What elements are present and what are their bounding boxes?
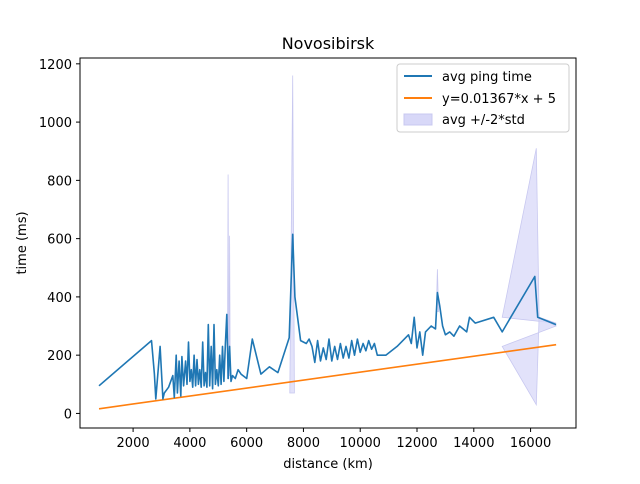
x-tick-label: 10000 [340, 436, 381, 451]
x-tick-label: 14000 [453, 436, 494, 451]
y-tick-label: 400 [47, 291, 72, 306]
avg-ping-time-line [98, 233, 557, 400]
legend: avg ping time y=0.01367*x + 5 avg +/-2*s… [396, 63, 570, 133]
y-tick-label: 1200 [39, 58, 72, 73]
x-tick-label: 8000 [287, 436, 320, 451]
legend-swatch-std-band [403, 113, 433, 126]
legend-label-std-band: avg +/-2*std [442, 113, 525, 128]
y-tick-label: 800 [47, 174, 72, 189]
legend-label-avg-ping: avg ping time [442, 70, 532, 85]
chart-title: Novosibirsk [282, 34, 375, 53]
x-tick-label: 4000 [173, 436, 206, 451]
std-band-spike-4 [501, 148, 557, 324]
std-band-spike-5 [501, 316, 558, 407]
x-axis-label: distance (km) [283, 457, 373, 472]
x-tick-label: 16000 [510, 436, 551, 451]
plot-area-frame [79, 57, 577, 429]
x-tick-label: 6000 [230, 436, 263, 451]
y-tick-label: 600 [47, 233, 72, 248]
y-axis-label: time (ms) [15, 211, 30, 274]
x-tick-label: 2000 [117, 436, 150, 451]
fit-line [98, 343, 557, 410]
std-band-spike-1 [228, 235, 231, 377]
legend-label-fit-line: y=0.01367*x + 5 [442, 92, 556, 107]
y-axis: 0 200 400 600 800 1000 1200 [39, 58, 80, 422]
series-layer [98, 233, 557, 410]
y-tick-label: 200 [47, 349, 72, 364]
x-tick-label: 12000 [396, 436, 437, 451]
y-tick-label: 0 [64, 407, 72, 422]
legend-frame [396, 63, 570, 133]
x-axis: 2000 4000 6000 8000 10000 12000 14000 16000 [117, 428, 551, 451]
y-tick-label: 1000 [39, 116, 72, 131]
